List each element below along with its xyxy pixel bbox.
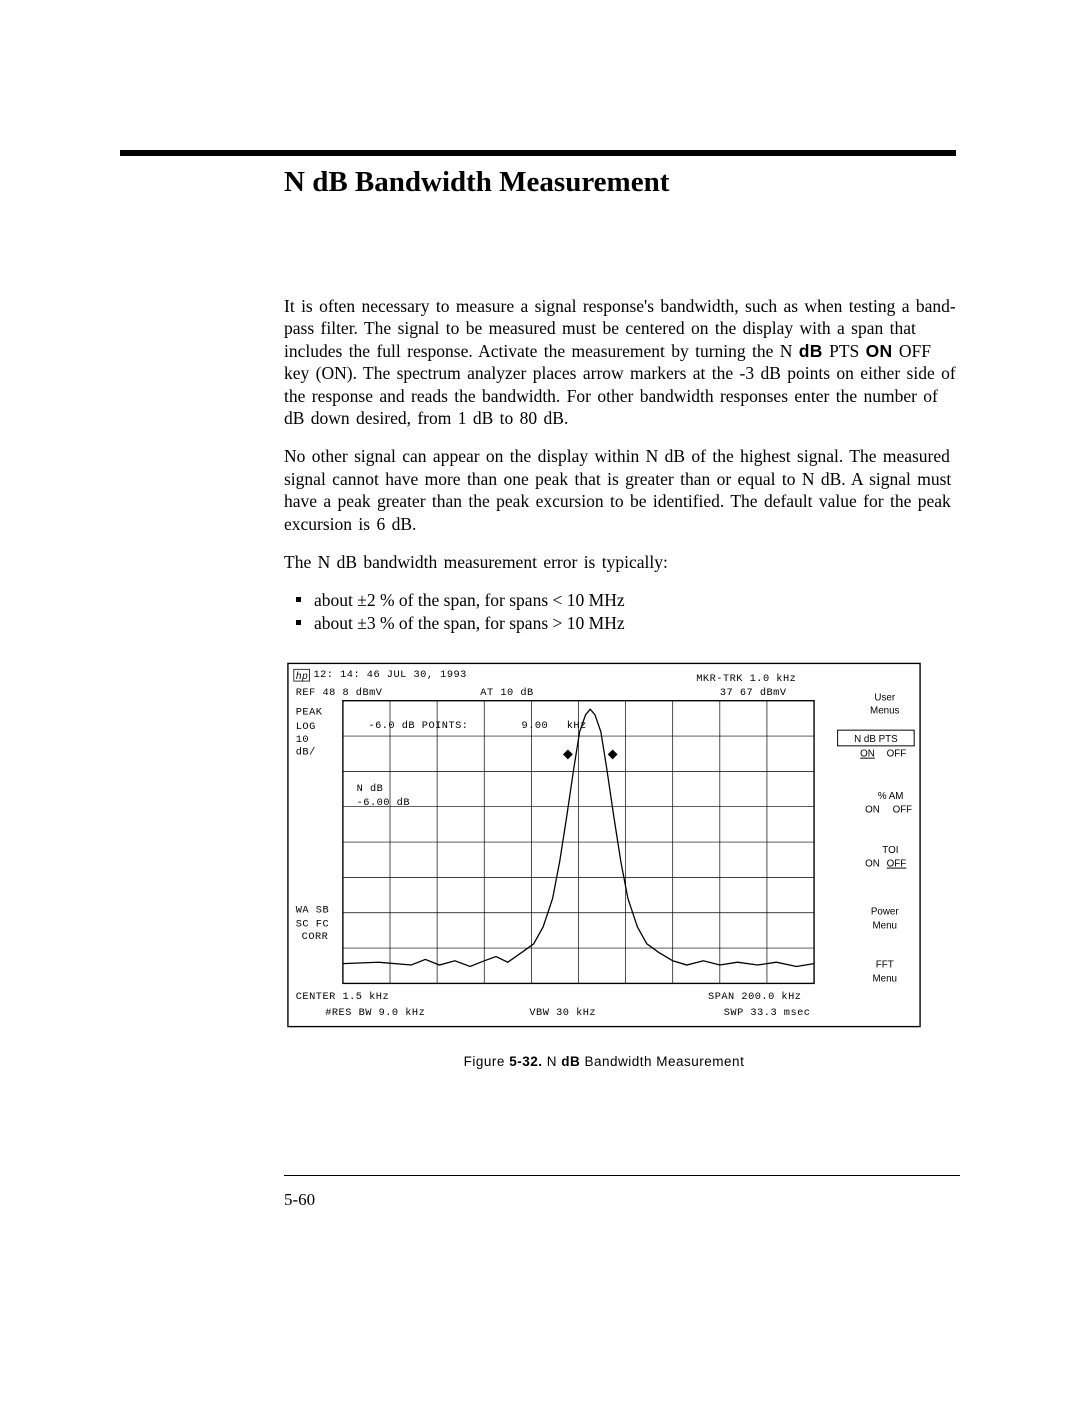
points-val: 9.00 xyxy=(522,720,549,732)
ten-label: 10 xyxy=(296,734,309,746)
body-text: It is often necessary to measure a signa… xyxy=(284,295,960,634)
softkey-power-menu[interactable]: Menu xyxy=(872,921,897,932)
sweep: SWP 33.3 msec xyxy=(724,1007,811,1019)
softkey-toi-on[interactable]: ON xyxy=(865,859,880,870)
page-title: N dB Bandwidth Measurement xyxy=(284,166,960,199)
points-label: -6.0 dB POINTS: xyxy=(368,720,468,732)
center-freq: CENTER 1.5 kHz xyxy=(296,991,389,1003)
points-unit: kHz xyxy=(567,720,587,732)
title-rule-thin xyxy=(284,155,956,156)
kbd-db: dB xyxy=(799,341,823,361)
ndb-label: N dB xyxy=(357,783,384,795)
softkey-am-on[interactable]: ON xyxy=(865,805,880,816)
vbw: VBW 30 kHz xyxy=(529,1007,596,1019)
bullet-item: about ±3 % of the span, for spans > 10 M… xyxy=(302,612,960,634)
softkey-fft[interactable]: FFT xyxy=(876,960,894,971)
softkey-user-menus[interactable]: User xyxy=(874,693,895,704)
caption-post: Bandwidth Measurement xyxy=(580,1054,744,1069)
softkey-fft-menu[interactable]: Menu xyxy=(872,974,897,985)
softkey-toi-off[interactable]: OFF xyxy=(887,859,907,870)
page-number: 5-60 xyxy=(284,1190,960,1210)
peak-label: PEAK xyxy=(296,707,323,719)
ref-level: REF 48 8 dBmV xyxy=(296,687,383,699)
marker-right-icon xyxy=(608,750,618,760)
softkey-am-off[interactable]: OFF xyxy=(893,805,913,816)
res-bw: #RES BW 9.0 kHz xyxy=(325,1007,425,1019)
softkey-pct-am[interactable]: % AM xyxy=(878,791,904,802)
bullet-item: about ±2 % of the span, for spans < 10 M… xyxy=(302,589,960,611)
paragraph-2: No other signal can appear on the displa… xyxy=(284,445,960,535)
sc-fc-label: SC FC xyxy=(296,919,329,931)
paragraph-1: It is often necessary to measure a signa… xyxy=(284,295,960,429)
caption-num: 5-32. xyxy=(509,1054,542,1069)
bullet-list: about ±2 % of the span, for spans < 10 M… xyxy=(284,589,960,634)
dbdiv-label: dB/ xyxy=(296,747,316,759)
softkey-off[interactable]: OFF xyxy=(887,749,907,760)
corr-label: CORR xyxy=(302,931,329,943)
softkey-user-menus-2[interactable]: Menus xyxy=(870,706,900,717)
caption-pre: Figure xyxy=(464,1054,510,1069)
figure: hp 12: 14: 46 JUL 30, 1993 REF 48 8 dBmV… xyxy=(284,656,919,1034)
figure-caption: Figure 5-32. N dB Bandwidth Measurement xyxy=(284,1054,924,1069)
graticule: -6.0 dB POINTS: 9.00 kHz N dB -6.00 dB xyxy=(343,701,814,984)
span: SPAN 200.0 kHz xyxy=(708,991,801,1003)
timestamp: 12: 14: 46 JUL 30, 1993 xyxy=(313,669,466,681)
softkey-on[interactable]: ON xyxy=(860,749,875,760)
p1-text-b: PTS xyxy=(823,341,866,361)
softkey-ndb-pts[interactable]: N dB PTS xyxy=(854,734,898,745)
marker-val: 37 67 dBmV xyxy=(720,687,787,699)
marker-left-icon xyxy=(563,750,573,760)
softkey-toi[interactable]: TOI xyxy=(882,845,898,856)
softkey-panel: User Menus N dB PTS ON OFF % AM ON OFF T… xyxy=(838,693,915,985)
paragraph-3: The N dB bandwidth measurement error is … xyxy=(284,551,960,573)
spectrum-analyzer-figure: hp 12: 14: 46 JUL 30, 1993 REF 48 8 dBmV… xyxy=(284,656,924,1034)
softkey-power[interactable]: Power xyxy=(871,907,900,918)
outer-frame xyxy=(288,663,920,1026)
marker-track: MKR-TRK 1.0 kHz xyxy=(696,673,796,685)
attenuation: AT 10 dB xyxy=(480,687,533,699)
wa-sb-label: WA SB xyxy=(296,905,329,917)
caption-mid: N xyxy=(542,1054,561,1069)
kbd-on: ON xyxy=(866,341,893,361)
caption-db: dB xyxy=(561,1054,580,1069)
logo-text: hp xyxy=(296,671,309,682)
log-label: LOG xyxy=(296,721,316,733)
ndb-val: -6.00 dB xyxy=(357,797,410,809)
footer-rule xyxy=(284,1175,960,1176)
